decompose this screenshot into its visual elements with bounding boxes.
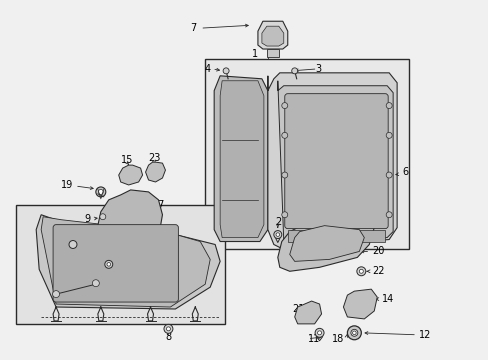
Circle shape — [53, 291, 60, 298]
Circle shape — [350, 329, 357, 336]
Polygon shape — [41, 217, 210, 307]
Polygon shape — [262, 26, 283, 46]
Text: 21: 21 — [292, 304, 305, 314]
Text: 14: 14 — [382, 294, 394, 304]
Text: 22: 22 — [371, 266, 384, 276]
Polygon shape — [145, 162, 165, 182]
Circle shape — [281, 172, 287, 178]
FancyBboxPatch shape — [53, 225, 178, 302]
Text: 10: 10 — [52, 237, 64, 247]
Circle shape — [273, 231, 281, 239]
FancyBboxPatch shape — [16, 205, 224, 324]
Text: 13: 13 — [94, 262, 106, 272]
Circle shape — [359, 269, 363, 273]
Text: 19: 19 — [61, 180, 73, 190]
Polygon shape — [36, 215, 220, 309]
Polygon shape — [277, 215, 373, 271]
Circle shape — [163, 324, 173, 333]
Text: 18: 18 — [331, 334, 344, 344]
Circle shape — [386, 172, 391, 178]
Polygon shape — [343, 289, 376, 319]
Text: 11: 11 — [57, 257, 69, 267]
Text: 15: 15 — [121, 155, 133, 165]
Text: 12: 12 — [418, 330, 430, 340]
Text: 4: 4 — [203, 64, 210, 74]
Polygon shape — [214, 76, 267, 242]
Polygon shape — [289, 226, 364, 261]
Circle shape — [104, 260, 113, 268]
Text: 16: 16 — [371, 222, 384, 233]
Circle shape — [166, 327, 170, 331]
Polygon shape — [294, 301, 321, 324]
Circle shape — [346, 326, 361, 340]
Circle shape — [107, 262, 110, 266]
Circle shape — [281, 103, 287, 109]
Polygon shape — [96, 190, 162, 267]
Circle shape — [314, 328, 324, 337]
FancyBboxPatch shape — [284, 94, 387, 229]
Polygon shape — [257, 21, 287, 49]
Circle shape — [275, 233, 279, 237]
Text: 1: 1 — [251, 49, 258, 59]
Circle shape — [386, 212, 391, 218]
Text: 6: 6 — [401, 167, 407, 177]
Text: 8: 8 — [165, 332, 171, 342]
Text: 7: 7 — [190, 23, 196, 33]
Text: 3: 3 — [315, 64, 321, 74]
Text: 5: 5 — [281, 123, 287, 134]
Circle shape — [281, 212, 287, 218]
Circle shape — [281, 132, 287, 138]
Text: 23: 23 — [148, 153, 161, 163]
Text: 2: 2 — [274, 217, 281, 227]
Polygon shape — [266, 49, 278, 57]
Polygon shape — [277, 81, 392, 242]
Circle shape — [98, 189, 103, 194]
Circle shape — [352, 331, 355, 334]
FancyBboxPatch shape — [205, 59, 408, 249]
Text: 9: 9 — [84, 214, 91, 224]
Text: 17: 17 — [152, 200, 164, 210]
Circle shape — [223, 68, 228, 74]
Circle shape — [100, 214, 105, 220]
Polygon shape — [220, 81, 264, 238]
Circle shape — [291, 68, 297, 74]
Circle shape — [317, 331, 321, 335]
Text: 20: 20 — [371, 247, 384, 256]
FancyBboxPatch shape — [287, 230, 385, 242]
Circle shape — [386, 132, 391, 138]
Circle shape — [96, 187, 105, 197]
Circle shape — [69, 240, 77, 248]
Circle shape — [356, 267, 365, 276]
Polygon shape — [267, 73, 396, 247]
Circle shape — [92, 280, 99, 287]
Polygon shape — [119, 165, 142, 185]
Text: 11: 11 — [307, 334, 319, 344]
Circle shape — [386, 103, 391, 109]
